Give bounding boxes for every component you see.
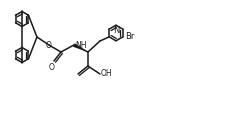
Text: O: O xyxy=(46,40,52,49)
Text: Br: Br xyxy=(124,32,133,41)
Text: NH: NH xyxy=(75,40,86,49)
Polygon shape xyxy=(73,43,88,52)
Text: O: O xyxy=(49,63,55,72)
Text: N: N xyxy=(112,26,119,35)
Text: OH: OH xyxy=(101,69,112,79)
